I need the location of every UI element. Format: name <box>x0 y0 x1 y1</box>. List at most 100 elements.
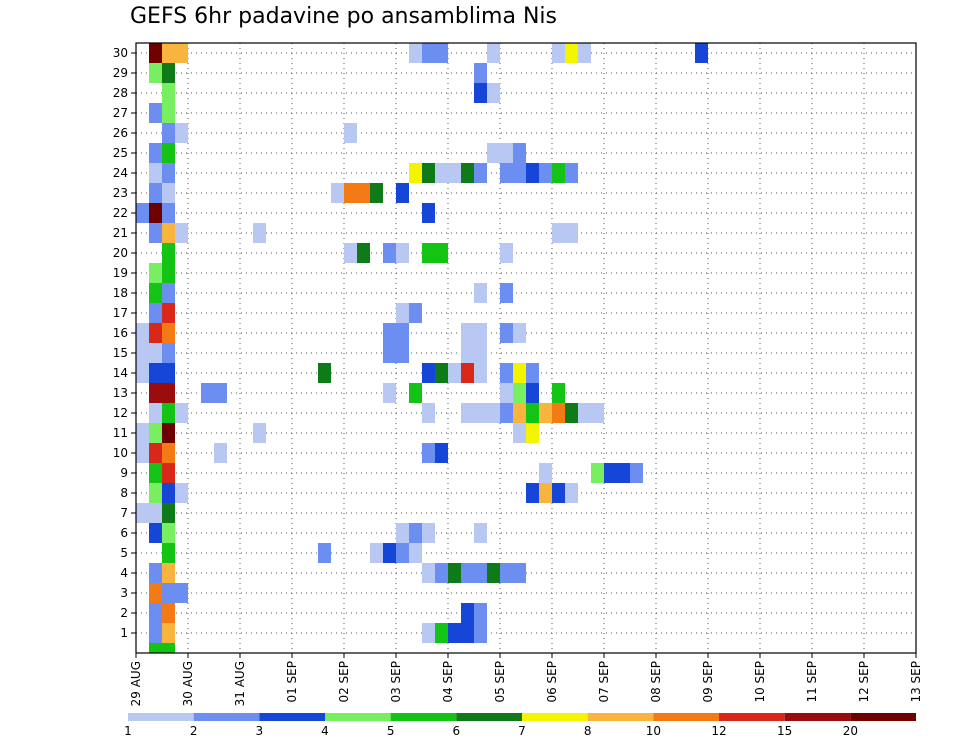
precip-cell <box>162 303 175 323</box>
precip-cell <box>162 103 175 123</box>
precip-cell <box>162 63 175 83</box>
precip-cell <box>500 243 513 263</box>
y-tick-label: 26 <box>113 126 128 140</box>
legend-label: 7 <box>518 724 526 738</box>
y-tick-label: 16 <box>113 326 128 340</box>
legend-label: 10 <box>646 724 661 738</box>
precip-cell <box>487 83 500 103</box>
precip-cell <box>539 163 552 183</box>
y-tick-label: 4 <box>120 566 128 580</box>
precip-cell <box>461 363 474 383</box>
precip-cell <box>149 483 162 503</box>
y-tick-label: 6 <box>120 526 128 540</box>
precip-cell <box>513 163 526 183</box>
precip-cell <box>149 303 162 323</box>
precip-cell <box>565 223 578 243</box>
y-tick-label: 29 <box>113 66 128 80</box>
precip-cell <box>162 343 175 363</box>
precip-cell <box>526 483 539 503</box>
precip-cell <box>396 303 409 323</box>
y-tick-label: 23 <box>113 186 128 200</box>
legend-label: 20 <box>843 724 858 738</box>
precip-cell <box>552 223 565 243</box>
precip-cell <box>474 363 487 383</box>
precip-cell <box>409 43 422 63</box>
y-tick-label: 5 <box>120 546 128 560</box>
precip-cell <box>474 283 487 303</box>
legend-swatch <box>653 713 719 721</box>
x-tick-label: 08 SEP <box>649 661 663 703</box>
precip-cell <box>526 403 539 423</box>
precip-cell <box>149 183 162 203</box>
precip-cell <box>136 203 149 223</box>
precip-cell <box>318 543 331 563</box>
precip-cell <box>201 383 227 403</box>
x-tick-label: 03 SEP <box>389 661 403 703</box>
precip-cell <box>500 383 513 403</box>
precip-cell <box>461 343 487 363</box>
precip-cell <box>383 543 396 563</box>
precip-cell <box>552 383 565 403</box>
precip-cell <box>435 443 448 463</box>
precip-cell <box>565 163 578 183</box>
plot-frame <box>135 42 917 654</box>
precip-cell <box>149 423 162 443</box>
precip-cell <box>162 243 175 263</box>
legend-swatch <box>193 713 260 721</box>
precip-cell <box>422 623 435 643</box>
precip-cell <box>149 283 162 303</box>
precip-cell <box>461 603 474 623</box>
precip-cell <box>149 503 162 523</box>
chart-title: GEFS 6hr padavine po ansamblima Nis <box>130 4 557 29</box>
precip-cell <box>136 323 149 343</box>
precip-cell <box>383 243 396 263</box>
legend-label: 8 <box>584 724 592 738</box>
precip-cell <box>500 163 513 183</box>
precip-cell <box>526 163 539 183</box>
precip-cell <box>578 43 591 63</box>
x-tick-label: 07 SEP <box>597 661 611 703</box>
precip-cell <box>344 243 357 263</box>
precip-cell <box>422 243 448 263</box>
legend-swatch <box>259 713 325 721</box>
precip-cell <box>162 443 175 463</box>
precip-cell <box>149 343 162 363</box>
precip-cell <box>448 563 461 583</box>
precip-cell <box>435 163 461 183</box>
precip-cell <box>162 403 175 423</box>
precip-cell <box>435 623 448 643</box>
precip-cell <box>175 403 188 423</box>
precip-cell <box>383 383 396 403</box>
y-tick-label: 11 <box>113 426 128 440</box>
y-tick-label: 27 <box>113 106 128 120</box>
precip-cell <box>162 163 175 183</box>
precip-cell <box>214 443 227 463</box>
legend-label: 1 <box>124 724 132 738</box>
precip-cell <box>539 403 552 423</box>
precip-cell <box>474 623 487 643</box>
precip-cell <box>370 183 383 203</box>
legend-label: 4 <box>321 724 329 738</box>
y-tick-label: 15 <box>113 346 128 360</box>
precip-cell <box>149 63 162 83</box>
legend-swatch <box>325 713 391 721</box>
x-tick-label: 06 SEP <box>545 661 559 703</box>
precip-cell <box>422 163 435 183</box>
legend-swatch <box>850 713 916 721</box>
y-tick-label: 19 <box>113 266 128 280</box>
precip-cell <box>162 463 175 483</box>
precip-cell <box>487 403 500 423</box>
precip-cell <box>136 503 149 523</box>
y-tick-label: 8 <box>120 486 128 500</box>
x-tick-label: 29 AUG <box>129 661 143 706</box>
legend-swatch <box>587 713 654 721</box>
precip-cell <box>422 363 435 383</box>
precip-cell <box>474 163 487 183</box>
precip-cell <box>500 403 513 423</box>
y-tick-label: 17 <box>113 306 128 320</box>
precip-cell <box>331 183 344 203</box>
y-tick-label: 10 <box>113 446 128 460</box>
legend-label: 15 <box>777 724 792 738</box>
x-tick-label: 02 SEP <box>337 661 351 703</box>
precip-cell <box>422 43 448 63</box>
